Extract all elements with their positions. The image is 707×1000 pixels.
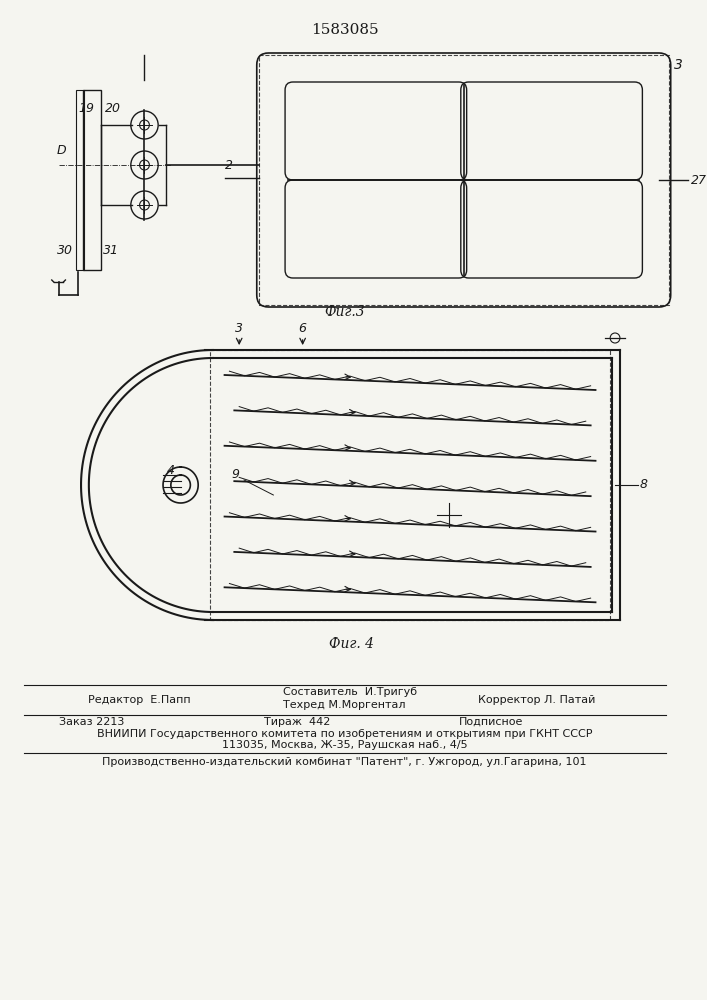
Text: Тираж  442: Тираж 442 — [264, 717, 330, 727]
Text: 3: 3 — [235, 322, 243, 335]
Text: Составитель  И.Тригуб: Составитель И.Тригуб — [283, 687, 417, 697]
Bar — [259, 55, 669, 305]
Text: Подписное: Подписное — [459, 717, 523, 727]
Text: D: D — [57, 144, 66, 157]
Text: 1583085: 1583085 — [311, 23, 378, 37]
Text: 31: 31 — [103, 243, 119, 256]
Text: 30: 30 — [57, 243, 74, 256]
Bar — [76, 90, 84, 270]
Text: 2: 2 — [226, 159, 233, 172]
Text: 8: 8 — [639, 479, 648, 491]
Text: 20: 20 — [105, 102, 122, 115]
Text: Корректор Л. Патай: Корректор Л. Патай — [479, 695, 596, 705]
Text: 4: 4 — [167, 464, 175, 477]
Text: Фиг.3: Фиг.3 — [325, 305, 365, 319]
Text: 6: 6 — [298, 322, 307, 335]
Text: Заказ 2213: Заказ 2213 — [59, 717, 124, 727]
Text: Редактор  Е.Папп: Редактор Е.Папп — [88, 695, 190, 705]
Text: 9: 9 — [231, 468, 239, 482]
Text: 113035, Москва, Ж-35, Раушская наб., 4/5: 113035, Москва, Ж-35, Раушская наб., 4/5 — [222, 740, 467, 750]
Text: 27: 27 — [691, 174, 707, 186]
Text: Техред М.Моргентал: Техред М.Моргентал — [283, 700, 406, 710]
Text: 3: 3 — [674, 58, 682, 72]
Text: Производственно-издательский комбинат "Патент", г. Ужгород, ул.Гагарина, 101: Производственно-издательский комбинат "П… — [103, 757, 587, 767]
Text: 19: 19 — [78, 102, 94, 115]
Text: ВНИИПИ Государственного комитета по изобретениям и открытиям при ГКНТ СССР: ВНИИПИ Государственного комитета по изоб… — [97, 729, 592, 739]
Text: Фиг. 4: Фиг. 4 — [329, 637, 374, 651]
Bar — [83, 90, 100, 270]
Bar — [210, 350, 610, 620]
